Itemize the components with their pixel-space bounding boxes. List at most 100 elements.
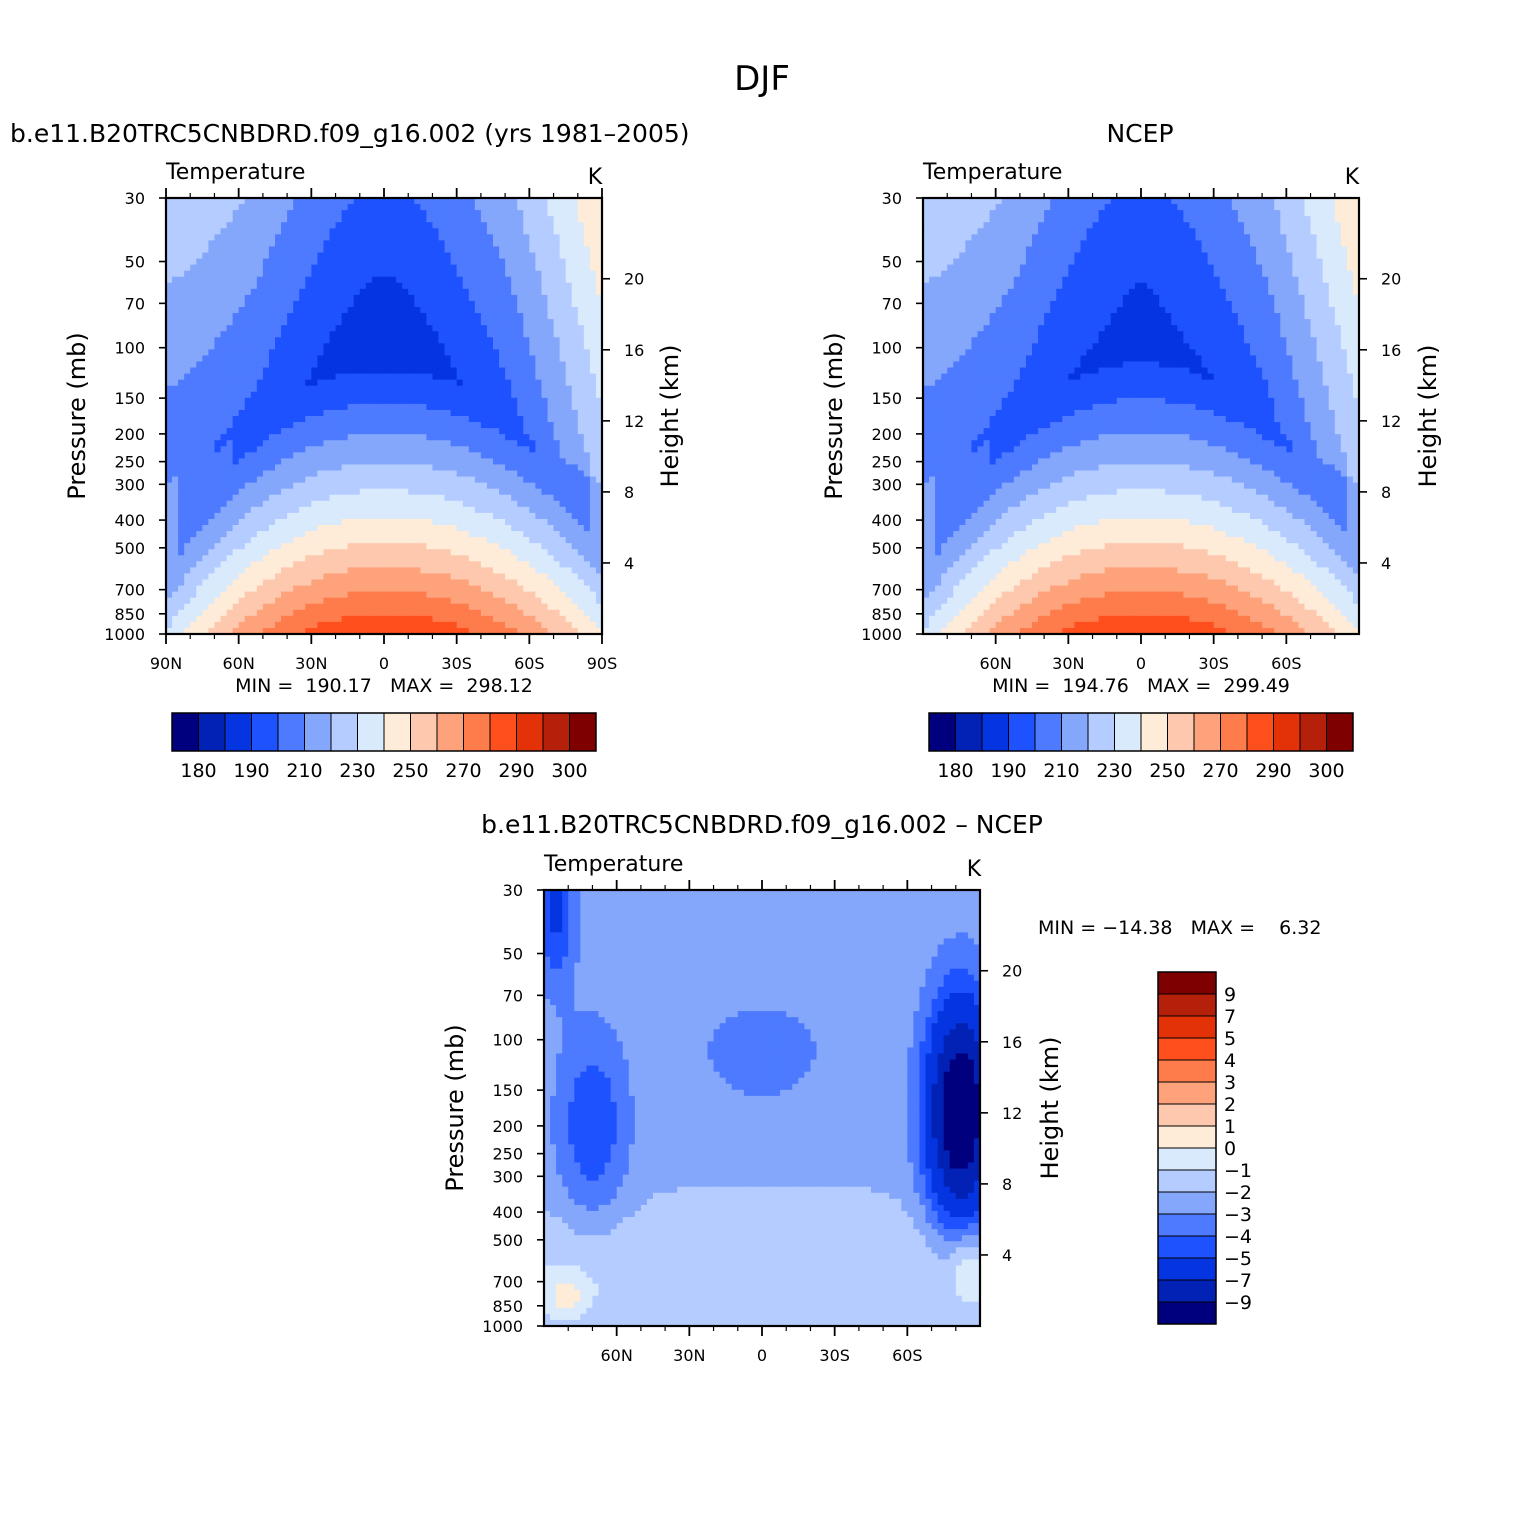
heatmap-cell xyxy=(438,210,446,217)
heatmap-cell xyxy=(371,567,379,575)
heatmap-cell xyxy=(172,246,179,254)
heatmap-cell xyxy=(202,440,209,447)
heatmap-cell xyxy=(559,428,567,435)
heatmap-cell xyxy=(444,343,452,350)
heatmap-cell xyxy=(426,603,434,611)
heatmap-cell xyxy=(565,543,573,550)
heatmap-cell xyxy=(511,234,518,241)
heatmap-cell xyxy=(565,609,573,617)
heatmap-cell xyxy=(365,234,373,241)
heatmap-cell xyxy=(184,561,191,568)
heatmap-cell xyxy=(438,228,446,235)
heatmap-cell xyxy=(450,567,458,575)
heatmap-cell xyxy=(505,434,512,441)
heatmap-cell xyxy=(438,482,446,490)
heatmap-cell xyxy=(408,567,415,575)
heatmap-cell xyxy=(480,379,488,387)
heatmap-cell xyxy=(256,270,264,278)
heatmap-cell xyxy=(311,270,318,278)
heatmap-cell xyxy=(565,591,573,599)
heatmap-cell xyxy=(402,397,409,405)
heatmap-cell xyxy=(335,603,343,611)
heatmap-cell xyxy=(365,434,373,441)
heatmap-cell xyxy=(577,609,585,617)
heatmap-cell xyxy=(220,585,228,593)
heatmap-cell xyxy=(226,343,234,350)
heatmap-cell xyxy=(353,373,361,381)
heatmap-cell xyxy=(178,198,185,205)
heatmap-cell xyxy=(341,482,349,490)
heatmap-cell xyxy=(577,379,585,387)
heatmap-cell xyxy=(347,282,355,290)
heatmap-cell xyxy=(390,276,397,284)
heatmap-cell xyxy=(595,531,603,538)
heatmap-cell xyxy=(438,609,446,617)
heatmap-cell xyxy=(474,300,482,308)
heatmap-cell xyxy=(559,434,567,441)
heatmap-cell xyxy=(184,204,191,211)
heatmap-cell xyxy=(505,518,512,526)
heatmap-cell xyxy=(178,288,185,296)
heatmap-cell xyxy=(468,518,476,526)
heatmap-cell xyxy=(595,373,603,381)
heatmap-cell xyxy=(420,337,427,344)
heatmap-cell xyxy=(275,573,282,581)
heatmap-cell xyxy=(359,343,367,350)
heatmap-cell xyxy=(202,543,209,550)
heatmap-cell xyxy=(262,482,270,490)
heatmap-cell xyxy=(281,555,288,562)
heatmap-cell xyxy=(493,288,500,296)
heatmap-cell xyxy=(396,300,403,308)
heatmap-cell xyxy=(299,216,306,223)
heatmap-cell xyxy=(293,458,300,466)
heatmap-cell xyxy=(595,264,603,272)
heatmap-cell xyxy=(329,385,337,393)
heatmap-cell xyxy=(311,294,318,302)
heatmap-cell xyxy=(275,228,282,235)
heatmap-cell xyxy=(377,264,385,272)
heatmap-cell xyxy=(438,458,446,466)
heatmap-cell xyxy=(559,482,567,490)
heatmap-cell xyxy=(553,216,561,223)
heatmap-cell xyxy=(335,525,343,532)
heatmap-cell xyxy=(190,482,197,490)
heatmap-cell xyxy=(450,555,458,562)
heatmap-cell xyxy=(583,300,591,308)
heatmap-cell xyxy=(493,270,500,278)
heatmap-cell xyxy=(335,204,343,211)
heatmap-cell xyxy=(408,282,415,290)
heatmap-cell xyxy=(402,506,409,514)
heatmap-cell xyxy=(474,355,482,363)
heatmap-cell xyxy=(365,464,373,472)
heatmap-cell xyxy=(281,488,288,496)
heatmap-cell xyxy=(577,294,585,302)
heatmap-cell xyxy=(250,543,258,550)
heatmap-cell xyxy=(541,579,549,587)
heatmap-cell xyxy=(317,325,325,332)
heatmap-cell xyxy=(377,276,385,284)
heatmap-cell xyxy=(541,494,549,502)
heatmap-cell xyxy=(214,464,222,472)
heatmap-cell xyxy=(529,367,536,375)
heatmap-cell xyxy=(444,561,452,568)
heatmap-cell xyxy=(335,506,343,514)
heatmap-cell xyxy=(432,543,440,550)
heatmap-cell xyxy=(256,319,264,326)
heatmap-cell xyxy=(420,476,427,484)
heatmap-cell xyxy=(365,288,373,296)
heatmap-cell xyxy=(341,488,349,496)
heatmap-cell xyxy=(238,434,246,441)
heatmap-cell xyxy=(456,579,464,587)
heatmap-cell xyxy=(390,434,397,441)
heatmap-cell xyxy=(462,264,470,272)
heatmap-cell xyxy=(377,531,385,538)
heatmap-cell xyxy=(493,385,500,393)
heatmap-cell xyxy=(299,470,306,478)
heatmap-cell xyxy=(414,264,421,272)
heatmap-cell xyxy=(244,512,252,520)
heatmap-cell xyxy=(499,276,506,284)
heatmap-cell xyxy=(166,331,173,338)
heatmap-cell xyxy=(396,204,403,211)
heatmap-cell xyxy=(414,482,421,490)
heatmap-cell xyxy=(238,288,246,296)
